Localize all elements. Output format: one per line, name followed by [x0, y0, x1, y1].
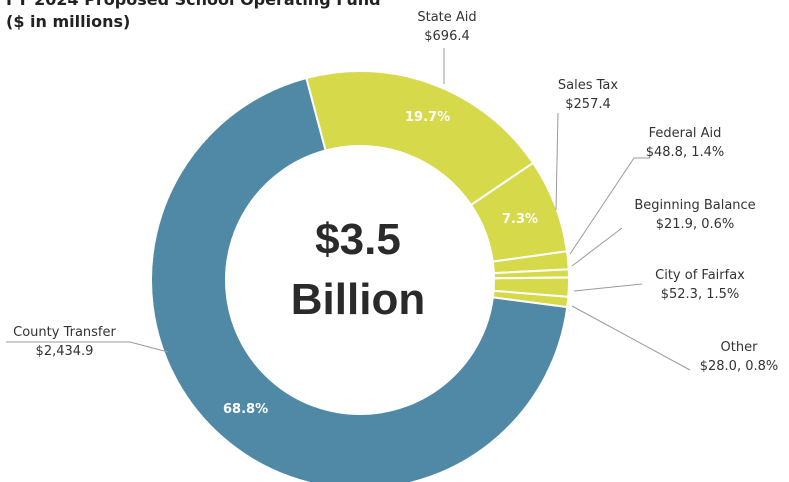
label-federal-aid-value: $48.8, 1.4%	[645, 145, 725, 160]
label-federal-aid: Federal Aid $48.8, 1.4%	[630, 124, 740, 162]
label-city-of-fairfax-value: $52.3, 1.5%	[660, 287, 740, 302]
label-sales-tax-value: $257.4	[565, 97, 611, 112]
leader-line-federal-aid	[569, 157, 650, 255]
center-unit: Billion	[290, 275, 426, 324]
label-city-of-fairfax: City of Fairfax $52.3, 1.5%	[640, 266, 760, 304]
leader-line-county-transfer	[6, 341, 169, 353]
slice-county-transfer	[150, 76, 569, 482]
label-county-transfer-value: $2,434.9	[35, 344, 94, 359]
leader-line-beginning-balance	[571, 227, 623, 267]
label-other-value: $28.0, 0.8%	[699, 359, 779, 374]
label-state-aid-name: State Aid	[417, 10, 477, 25]
pct-sales-tax: 7.3%	[502, 212, 539, 227]
pct-county-transfer: 68.8%	[223, 402, 269, 417]
label-beginning-balance-name: Beginning Balance	[634, 198, 756, 213]
label-county-transfer: County Transfer $2,434.9	[2, 323, 127, 361]
label-sales-tax-name: Sales Tax	[557, 78, 619, 93]
pct-state-aid: 19.7%	[405, 110, 451, 125]
leader-line-sales-tax	[555, 112, 559, 211]
chart-subtitle: ($ in millions)	[6, 12, 131, 31]
label-sales-tax: Sales Tax $257.4	[548, 76, 628, 114]
leader-line-other	[571, 305, 691, 371]
label-beginning-balance-value: $21.9, 0.6%	[655, 217, 735, 232]
label-beginning-balance: Beginning Balance $21.9, 0.6%	[620, 196, 770, 234]
label-city-of-fairfax-name: City of Fairfax	[655, 268, 745, 283]
center-total: $3.5	[315, 215, 401, 264]
chart-title: FY 2024 Proposed School Operating Fund	[6, 0, 381, 9]
label-state-aid-value: $696.4	[424, 29, 470, 44]
label-other-name: Other	[720, 340, 758, 355]
label-federal-aid-name: Federal Aid	[648, 126, 722, 141]
label-state-aid: State Aid $696.4	[408, 8, 486, 46]
label-county-transfer-name: County Transfer	[13, 325, 116, 340]
label-other: Other $28.0, 0.8%	[694, 338, 784, 376]
leader-line-city-of-fairfax	[573, 283, 643, 292]
